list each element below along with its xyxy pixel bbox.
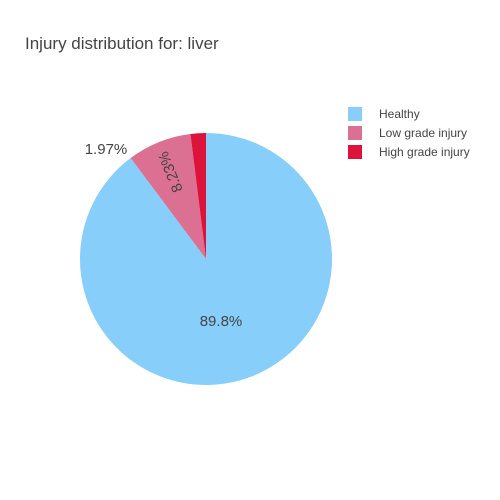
pie-slice-low-grade-injury[interactable] — [130, 133, 206, 259]
pie-slice-high-grade-injury[interactable] — [190, 133, 206, 259]
legend[interactable]: Healthy Low grade injury High grade inju… — [348, 104, 470, 161]
legend-item-healthy[interactable]: Healthy — [348, 104, 470, 123]
pie-slice-healthy[interactable] — [80, 133, 333, 386]
pie-slices — [80, 133, 333, 386]
legend-item-low-grade-injury[interactable]: Low grade injury — [348, 123, 470, 142]
legend-swatch-healthy — [348, 106, 362, 121]
chart-title: Injury distribution for: liver — [25, 34, 219, 53]
legend-swatch-high-grade-injury — [348, 144, 362, 159]
slice-label-healthy: 89.8% — [200, 313, 243, 330]
legend-label-high-grade-injury: High grade injury — [379, 144, 470, 159]
legend-swatch-low-grade-injury — [348, 125, 362, 140]
legend-label-low-grade-injury: Low grade injury — [379, 125, 468, 140]
slice-label-high-grade-injury: 1.97% — [85, 141, 128, 158]
legend-label-healthy: Healthy — [379, 106, 420, 121]
legend-item-high-grade-injury[interactable]: High grade injury — [348, 142, 470, 161]
